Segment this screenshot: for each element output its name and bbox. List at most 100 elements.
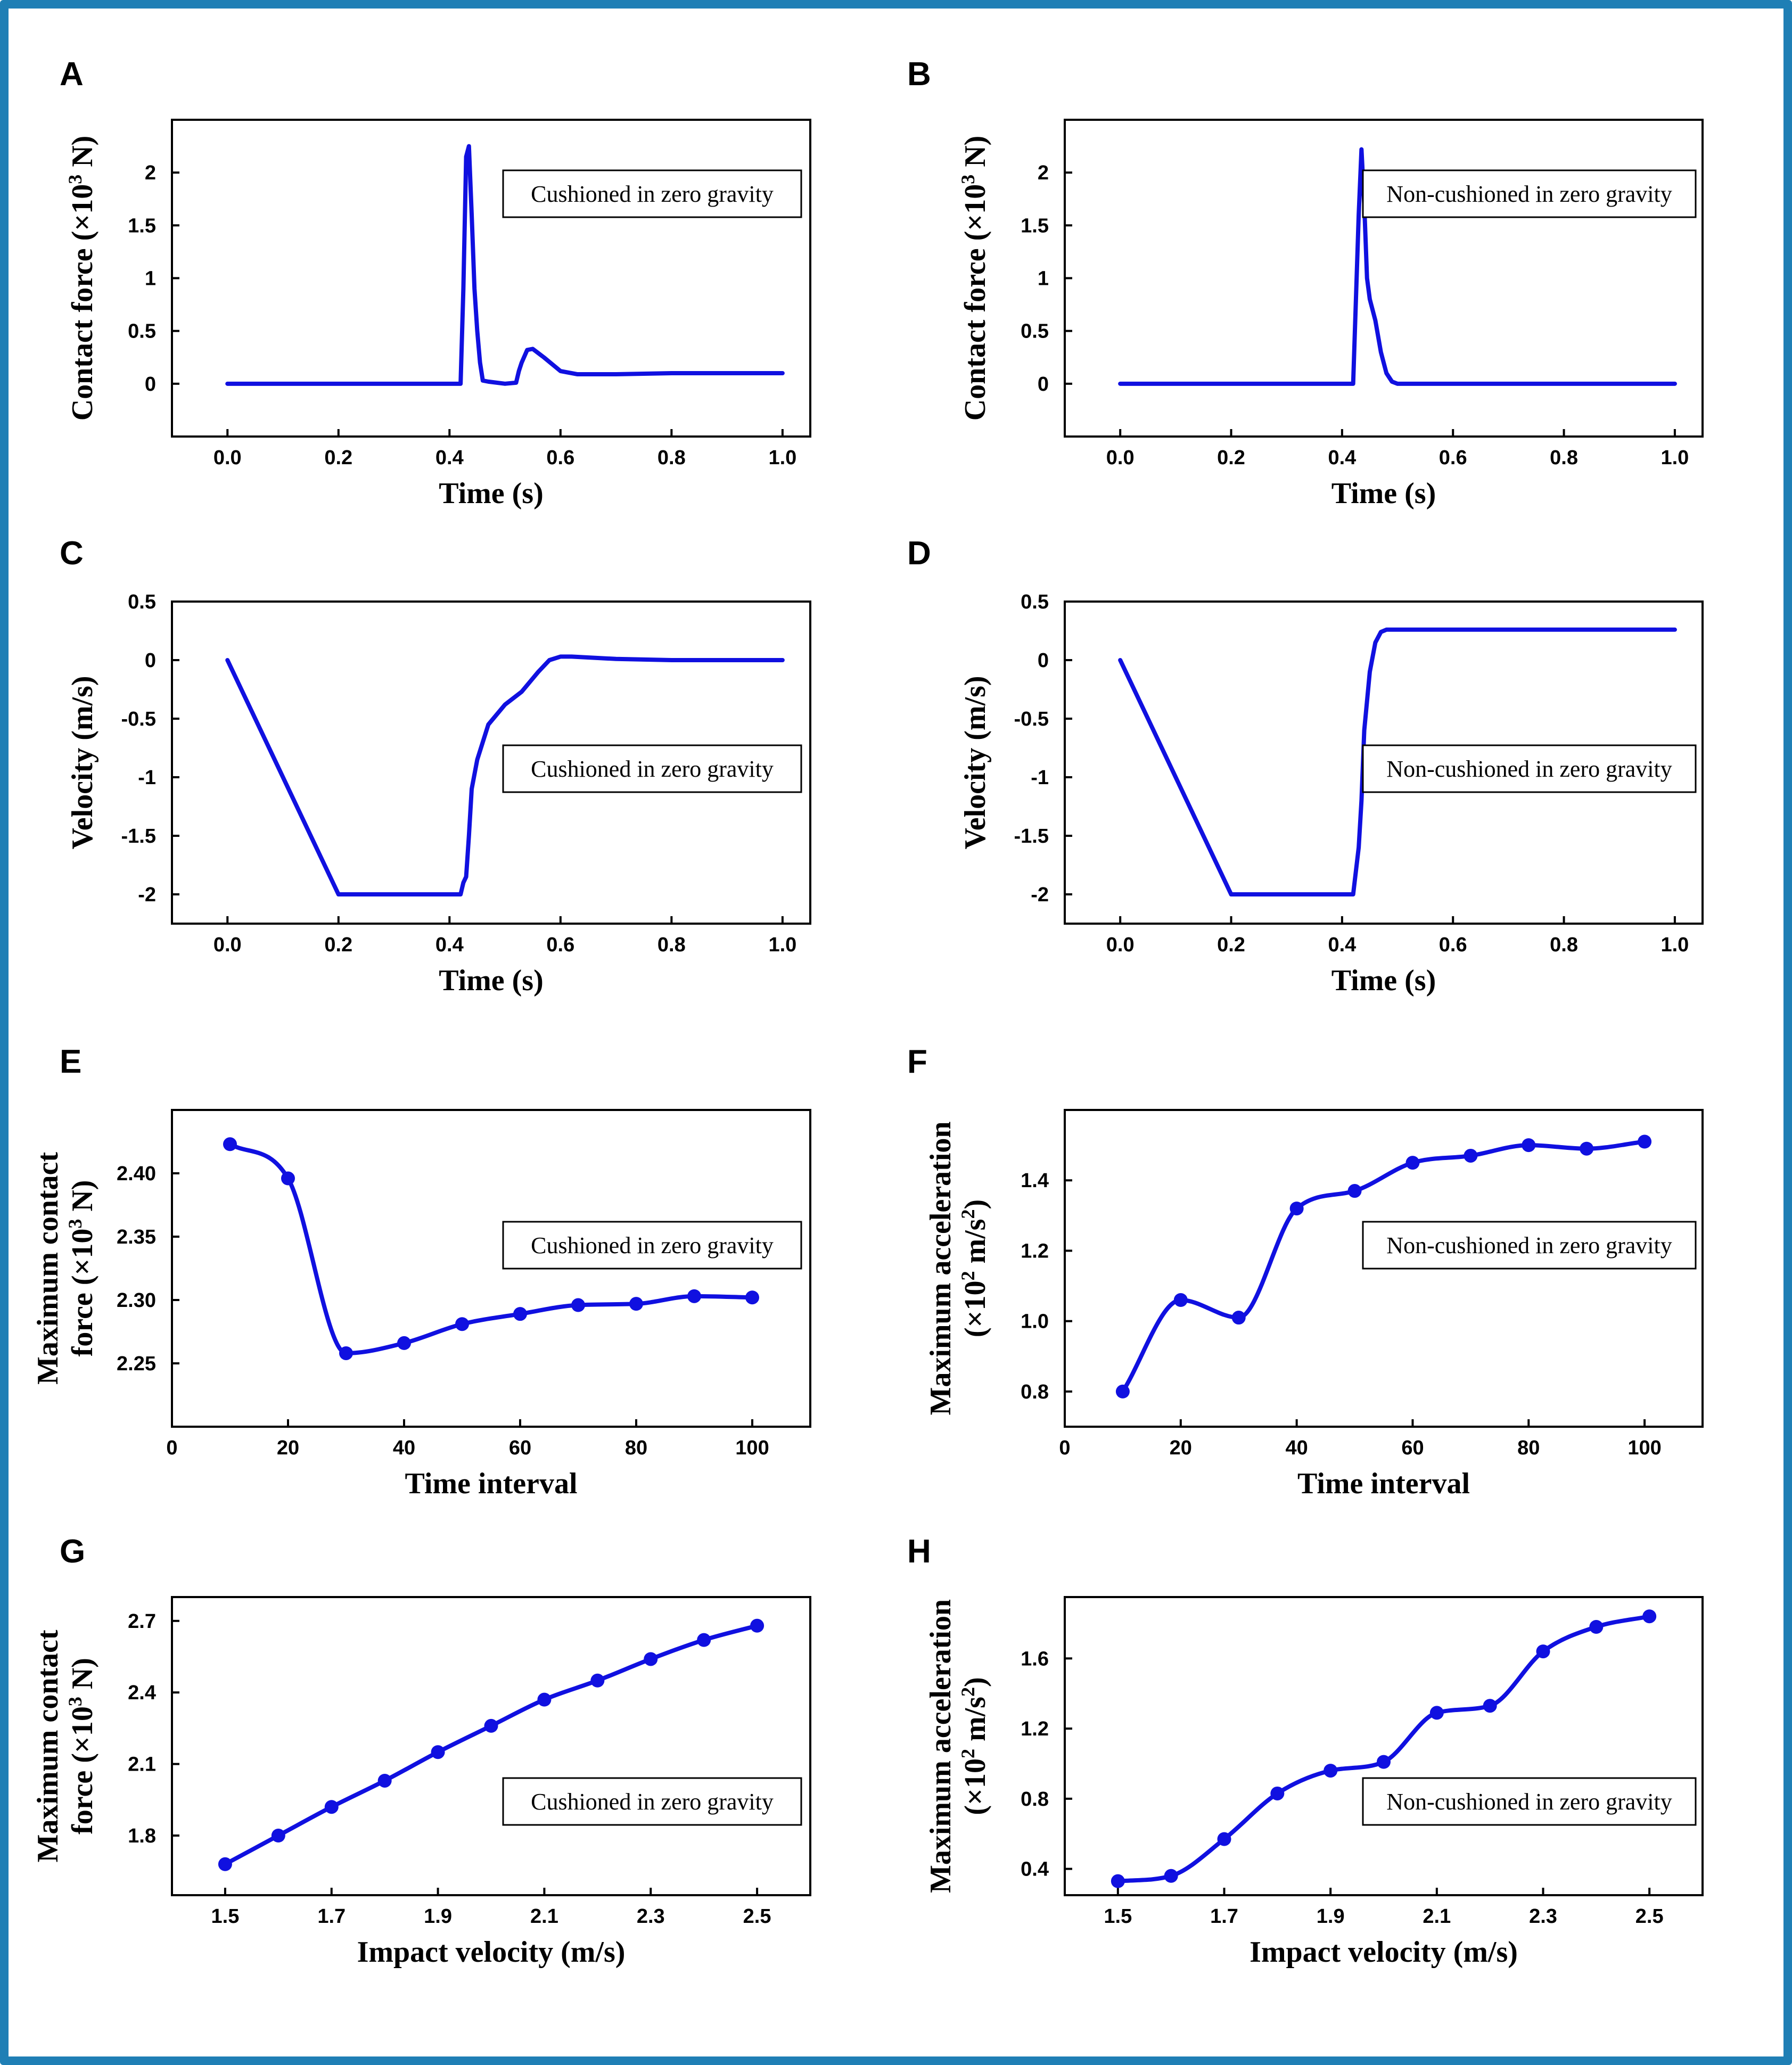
panel-g: G 1.5 1.7 1.9 2.1 2.3 2.5 1.8 2.1 2.4 2.7 Impact ve… <box>31 1533 811 1969</box>
y-tick-label-c: -1 <box>138 767 156 789</box>
y-label-end: N) <box>66 1658 99 1697</box>
y-tick-label-b: 2 <box>1038 162 1049 184</box>
x-tick-label-f: 20 <box>1170 1437 1192 1459</box>
x-tick-label-f: 80 <box>1517 1437 1540 1459</box>
data-point-f <box>1638 1134 1652 1149</box>
y-label-sup: 3 <box>64 1697 86 1706</box>
x-axis-label-a: Time (s) <box>439 477 544 510</box>
y-tick-label-a: 0 <box>145 373 156 396</box>
data-point-g <box>644 1652 658 1666</box>
y-axis-label-line1-e: Maximum contact <box>31 1152 64 1385</box>
y-label-sup: 2 <box>957 1271 979 1281</box>
data-point-g <box>484 1718 498 1733</box>
x-tick-label-e: 100 <box>735 1437 769 1459</box>
panel-d: D 0.0 0.2 0.4 0.6 0.8 1.0 0.5 0 -0.5 -1 -1.5 -2 Time … <box>907 535 1704 997</box>
x-tick-label-a: 0.4 <box>435 447 464 469</box>
legend-label-d: Non-cushioned in zero gravity <box>1386 756 1672 782</box>
x-tick-label-e: 80 <box>625 1437 647 1459</box>
y-axis-label-line2-h: (×102 m/s2) <box>957 1677 992 1815</box>
data-point-f <box>1464 1148 1478 1163</box>
y-label-mid: m/s <box>959 1219 992 1271</box>
y-axis-label-line2-f: (×102 m/s2) <box>957 1199 992 1337</box>
y-tick-label-e: 2.35 <box>117 1226 156 1248</box>
y-tick-label-g: 2.7 <box>128 1610 156 1633</box>
legend-box-a <box>502 169 802 218</box>
x-tick-label-f: 40 <box>1285 1437 1308 1459</box>
x-tick-label-b: 1.0 <box>1661 447 1689 469</box>
y-label-end: N) <box>66 1180 99 1219</box>
x-axis-label-d: Time (s) <box>1331 964 1436 997</box>
legend-label-g: Cushioned in zero gravity <box>531 1789 774 1815</box>
x-tick-label-f: 60 <box>1401 1437 1424 1459</box>
y-tick-label-a: 1 <box>145 268 156 290</box>
data-point-h <box>1429 1706 1444 1720</box>
x-tick-label-c: 0.0 <box>213 934 242 956</box>
y-tick-label-c: 0.5 <box>128 591 156 613</box>
y-tick-label-h: 1.2 <box>1021 1718 1049 1740</box>
data-point-g <box>271 1829 285 1842</box>
y-label-text: Contact force (×10 <box>66 184 99 421</box>
data-point-g <box>537 1692 552 1707</box>
x-axis-label-e: Time interval <box>405 1467 577 1500</box>
legend-box-d <box>1362 744 1697 793</box>
x-tick-label-g: 2.3 <box>637 1905 665 1928</box>
y-tick-label-d: 0 <box>1038 649 1049 672</box>
x-tick-label-b: 0.6 <box>1439 447 1467 469</box>
y-tick-label-h: 0.4 <box>1021 1858 1049 1881</box>
series-line-d <box>1118 627 1677 896</box>
legend-box-h <box>1362 1777 1697 1826</box>
panel-b: B 0.0 0.2 0.4 0.6 0.8 1.0 0 0.5 1 1.5 2 Time (s) Cont… <box>907 56 1704 510</box>
y-tick-label-c: 0 <box>145 649 156 672</box>
legend-label-e: Cushioned in zero gravity <box>531 1232 774 1258</box>
x-axis-label-b: Time (s) <box>1331 477 1436 510</box>
x-tick-label-h: 1.9 <box>1317 1905 1345 1928</box>
y-tick-label-c: -2 <box>138 884 156 906</box>
y-tick-label-c: -0.5 <box>121 708 156 730</box>
y-label-text: force (×10 <box>66 1229 99 1357</box>
y-tick-label-d: -0.5 <box>1014 708 1049 730</box>
data-point-f <box>1173 1293 1188 1307</box>
x-tick-label-g: 2.5 <box>743 1905 771 1928</box>
y-tick-label-e: 2.30 <box>117 1289 156 1312</box>
panel-a: A 0.0 0.2 0.4 0.6 0.8 1.0 0 0.5 1 1.5 2 Time (s) Cont… <box>60 56 811 510</box>
x-tick-label-e: 20 <box>277 1437 299 1459</box>
x-axis-label-g: Impact velocity (m/s) <box>357 1936 626 1969</box>
x-axis-label-c: Time (s) <box>439 964 544 997</box>
y-tick-label-d: -1 <box>1031 767 1049 789</box>
data-point-h <box>1377 1755 1391 1769</box>
x-tick-label-e: 40 <box>393 1437 415 1459</box>
x-tick-label-g: 2.1 <box>530 1905 558 1928</box>
legend-label-h: Non-cushioned in zero gravity <box>1386 1789 1672 1815</box>
panel-letter-h: H <box>907 1533 931 1570</box>
data-point-f <box>1405 1156 1420 1170</box>
y-label-sup: 3 <box>957 175 979 184</box>
x-tick-label-h: 1.7 <box>1210 1905 1238 1928</box>
data-point-e <box>281 1171 295 1186</box>
x-tick-label-e: 60 <box>509 1437 531 1459</box>
y-tick-label-b: 0.5 <box>1021 320 1049 343</box>
y-label-text: (×10 <box>959 1281 992 1338</box>
panel-letter-b: B <box>907 56 931 93</box>
y-tick-label-g: 2.1 <box>128 1754 156 1776</box>
plot-box-g <box>171 1596 811 1896</box>
legend-label-f: Non-cushioned in zero gravity <box>1386 1232 1672 1258</box>
y-label-sup: 3 <box>64 1219 86 1229</box>
legend-box-g <box>502 1777 802 1826</box>
y-tick-label-c: -1.5 <box>121 825 156 848</box>
plot-box-c <box>171 600 811 925</box>
data-point-h <box>1536 1644 1550 1659</box>
y-tick-label-b: 1.5 <box>1021 215 1049 237</box>
legend-box-f <box>1362 1221 1697 1270</box>
x-tick-label-b: 0.2 <box>1217 447 1245 469</box>
x-tick-label-a: 0.6 <box>546 447 574 469</box>
plot-box-e <box>171 1109 811 1428</box>
x-tick-label-h: 2.1 <box>1423 1905 1451 1928</box>
data-point-g <box>324 1800 339 1814</box>
y-tick-label-f: 1.0 <box>1021 1311 1049 1333</box>
x-tick-label-b: 0.0 <box>1106 447 1135 469</box>
data-point-e <box>455 1317 469 1331</box>
x-axis-label-f: Time interval <box>1297 1467 1470 1500</box>
data-point-h <box>1111 1874 1125 1888</box>
y-label-sup2: 2 <box>957 1687 979 1697</box>
data-point-e <box>223 1137 237 1151</box>
